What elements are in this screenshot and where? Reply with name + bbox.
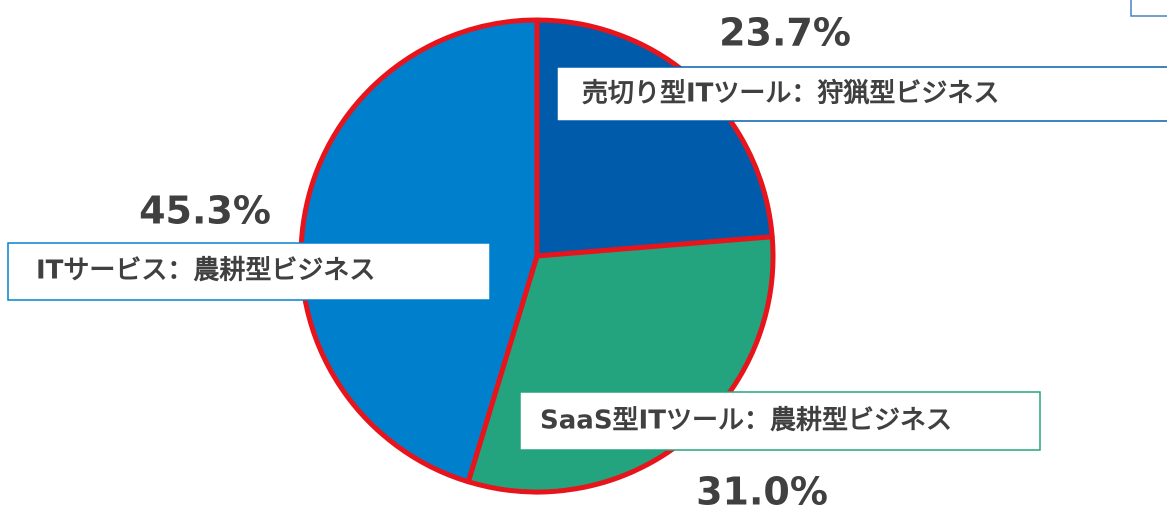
label-box [519, 391, 1041, 451]
category-label: SaaS型ITツール：農耕型ビジネス [540, 406, 952, 436]
corner-box [1130, 0, 1167, 17]
value-label: 31.0% [696, 470, 828, 510]
category-label: ITサービス：農耕型ビジネス [36, 256, 375, 286]
label-box [556, 66, 1167, 122]
pie-slice [534, 17, 775, 259]
value-label: 23.7% [719, 11, 851, 55]
category-label: 売切り型ITツール：狩猟型ビジネス [582, 78, 999, 109]
value-label: 45.3% [139, 189, 271, 233]
label-box [7, 242, 491, 301]
